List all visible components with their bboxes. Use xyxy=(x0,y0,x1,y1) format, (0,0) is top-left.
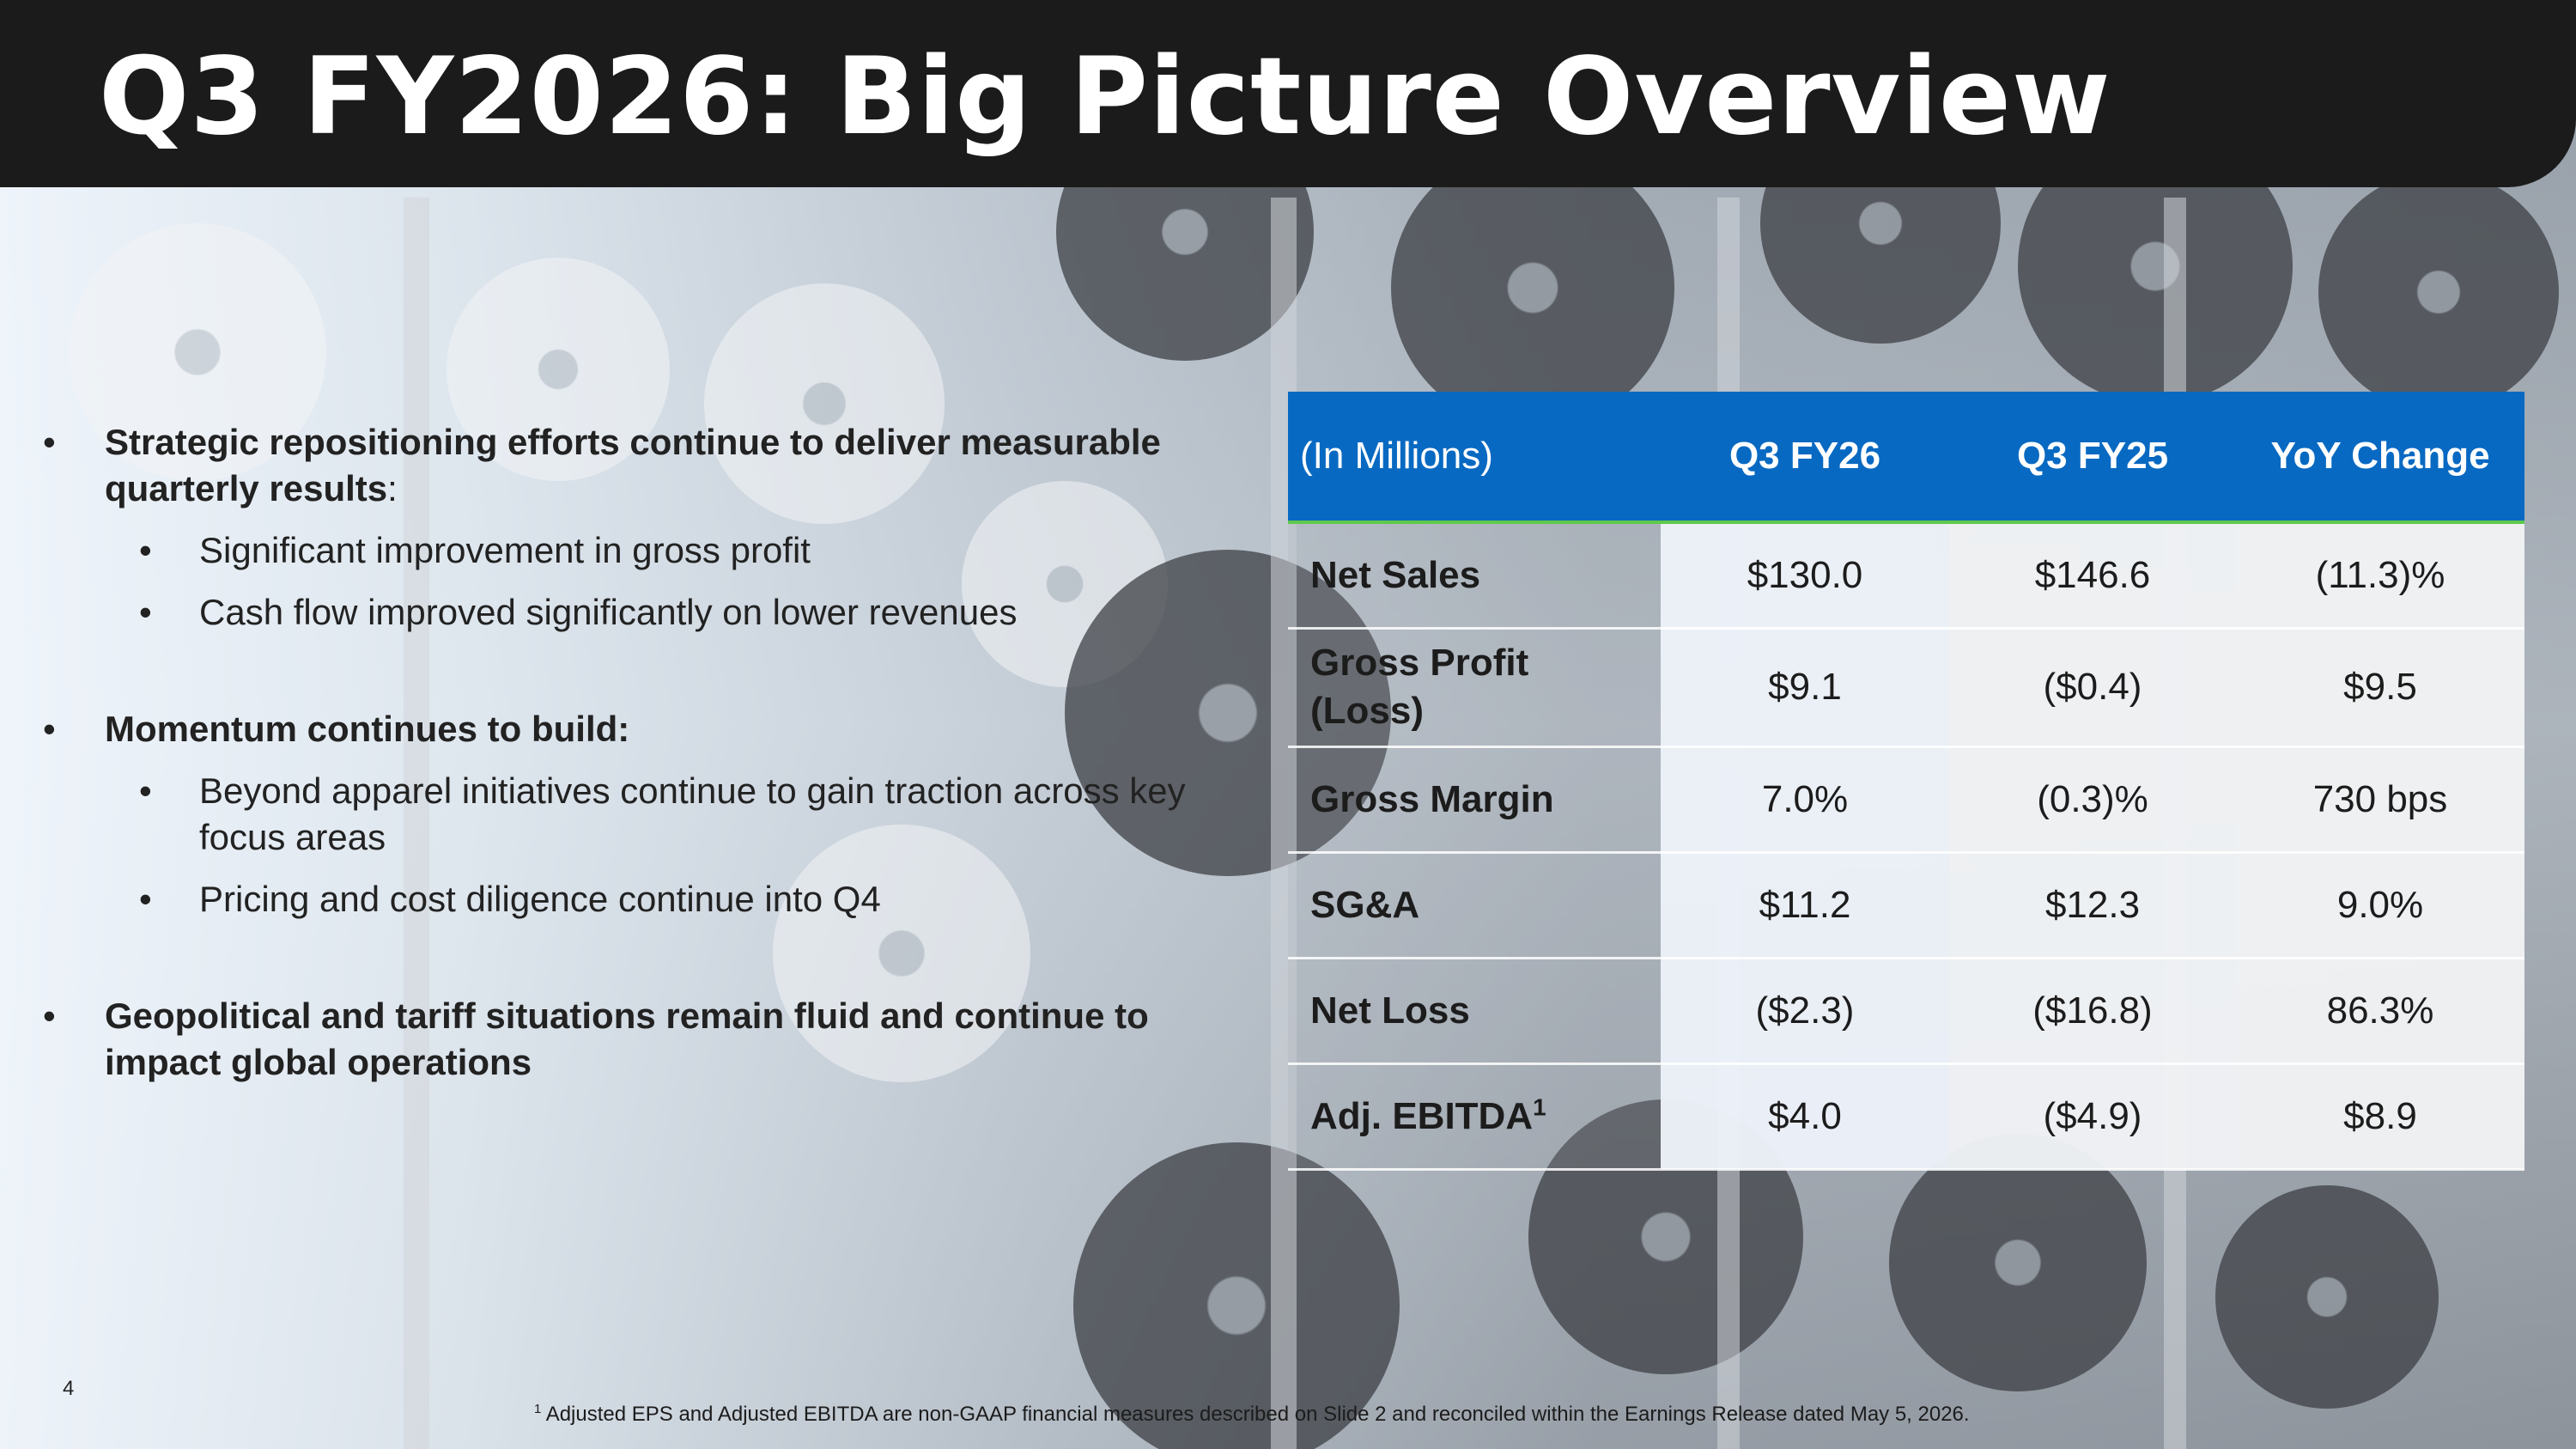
sub-bullet-item: • Significant improvement in gross profi… xyxy=(43,527,1245,574)
bullet-marker: • xyxy=(43,995,56,1036)
bullet-marker: • xyxy=(139,592,152,632)
cell-q3-fy26: $11.2 xyxy=(1661,852,1949,959)
bullet-marker: • xyxy=(139,770,152,811)
bullet-item: • Momentum continues to build: xyxy=(43,706,1245,752)
footnote-marker: 1 xyxy=(534,1402,542,1416)
table-header-row: (In Millions) Q3 FY26 Q3 FY25 YoY Change xyxy=(1288,392,2524,524)
cell-q3-fy26: 7.0% xyxy=(1661,746,1949,854)
sub-bullet-text: Cash flow improved significantly on lowe… xyxy=(199,592,1018,632)
page-number: 4 xyxy=(63,1377,75,1400)
footnote-marker: 1 xyxy=(1533,1093,1546,1120)
table-row: Net Sales $130.0 $146.6 (11.3)% xyxy=(1288,522,2524,630)
bullet-text-tail: : xyxy=(387,468,398,508)
cell-yoy-change: $9.5 xyxy=(2236,628,2524,748)
bullet-item: • Strategic repositioning efforts contin… xyxy=(43,419,1245,512)
cell-q3-fy25: ($0.4) xyxy=(1949,628,2236,748)
bullet-item: • Geopolitical and tariff situations rem… xyxy=(43,993,1245,1086)
table-row: Net Loss ($2.3) ($16.8) 86.3% xyxy=(1288,958,2524,1065)
header-units: (In Millions) xyxy=(1288,392,1661,524)
cell-q3-fy25: $146.6 xyxy=(1949,522,2236,630)
row-label: Net Loss xyxy=(1288,958,1661,1065)
bullet-text-bold: Geopolitical and tariff situations remai… xyxy=(105,995,1149,1082)
cell-q3-fy25: ($4.9) xyxy=(1949,1063,2236,1171)
cell-yoy-change: 730 bps xyxy=(2236,746,2524,854)
bullet-text-bold: Strategic repositioning efforts continue… xyxy=(105,422,1161,508)
cell-q3-fy25: ($16.8) xyxy=(1949,958,2236,1065)
footnote-text: Adjusted EPS and Adjusted EBITDA are non… xyxy=(545,1403,1970,1426)
cell-q3-fy26: ($2.3) xyxy=(1661,958,1949,1065)
bullet-list: • Strategic repositioning efforts contin… xyxy=(43,419,1245,1086)
header-q3-fy25: Q3 FY25 xyxy=(1949,392,2236,524)
sub-bullet-text: Significant improvement in gross profit xyxy=(199,530,811,570)
cell-yoy-change: 9.0% xyxy=(2236,852,2524,959)
bullet-marker: • xyxy=(43,422,56,462)
table-row: SG&A $11.2 $12.3 9.0% xyxy=(1288,852,2524,959)
financial-summary-table: (In Millions) Q3 FY26 Q3 FY25 YoY Change… xyxy=(1288,392,2524,1171)
row-label: Gross Margin xyxy=(1288,746,1661,854)
table-row: Adj. EBITDA1 $4.0 ($4.9) $8.9 xyxy=(1288,1063,2524,1171)
table-row: Gross Margin 7.0% (0.3)% 730 bps xyxy=(1288,746,2524,854)
cell-yoy-change: $8.9 xyxy=(2236,1063,2524,1171)
row-label: Adj. EBITDA1 xyxy=(1288,1063,1661,1171)
bullet-marker: • xyxy=(139,879,152,919)
table-row: Gross Profit (Loss) $9.1 ($0.4) $9.5 xyxy=(1288,628,2524,748)
sub-bullet-text: Beyond apparel initiatives continue to g… xyxy=(199,770,1186,857)
bullet-marker: • xyxy=(43,709,56,749)
sub-bullet-item: • Cash flow improved significantly on lo… xyxy=(43,589,1245,636)
cell-yoy-change: 86.3% xyxy=(2236,958,2524,1065)
title-bar: Q3 FY2026: Big Picture Overview xyxy=(0,0,2576,187)
header-yoy-change: YoY Change xyxy=(2236,392,2524,524)
row-label: SG&A xyxy=(1288,852,1661,959)
cell-q3-fy25: (0.3)% xyxy=(1949,746,2236,854)
row-label: Net Sales xyxy=(1288,522,1661,630)
cell-q3-fy26: $9.1 xyxy=(1661,628,1949,748)
row-label-text: Adj. EBITDA xyxy=(1310,1094,1534,1137)
cell-q3-fy26: $130.0 xyxy=(1661,522,1949,630)
bullet-text-bold: Momentum continues to build: xyxy=(105,709,630,749)
sub-bullet-item: • Pricing and cost diligence continue in… xyxy=(43,876,1245,922)
slide-title: Q3 FY2026: Big Picture Overview xyxy=(99,35,2111,159)
cell-q3-fy26: $4.0 xyxy=(1661,1063,1949,1171)
sub-bullet-text: Pricing and cost diligence continue into… xyxy=(199,879,881,919)
cell-yoy-change: (11.3)% xyxy=(2236,522,2524,630)
sub-bullet-item: • Beyond apparel initiatives continue to… xyxy=(43,768,1245,861)
footnote: 1 Adjusted EPS and Adjusted EBITDA are n… xyxy=(534,1402,1970,1427)
bullet-marker: • xyxy=(139,530,152,570)
header-q3-fy26: Q3 FY26 xyxy=(1661,392,1949,524)
row-label: Gross Profit (Loss) xyxy=(1288,628,1661,748)
cell-q3-fy25: $12.3 xyxy=(1949,852,2236,959)
